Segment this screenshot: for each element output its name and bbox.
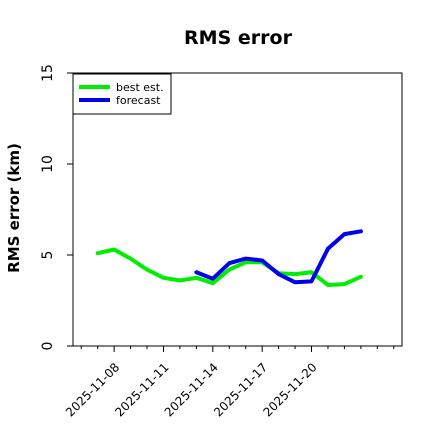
series-line-forecast [194,229,363,285]
x-axis-ticks: 2025-11-082025-11-112025-11-142025-11-17… [63,346,395,419]
y-tick-label: 10 [40,155,56,173]
legend-box [72,73,172,115]
x-tick-label: 2025-11-20 [260,360,319,419]
y-axis-label: RMS error (km) [5,143,23,273]
chart-title: RMS error [184,27,293,49]
legend-label-forecast: forecast [116,94,161,107]
y-tick-label: 0 [40,342,56,351]
y-tick-label: 15 [40,64,56,82]
legend-label-best-est: best est. [116,81,164,94]
plot-frame [72,72,403,347]
legend: best est. forecast [72,73,172,115]
y-tick-label: 5 [40,251,56,260]
y-axis-ticks: 0 5 10 15 [40,64,73,350]
series-lines [95,229,363,287]
plot-area: 0 5 10 15 2025-11-082025-11-112025-11-14202… [40,64,403,419]
series-line-best-est [95,247,363,287]
